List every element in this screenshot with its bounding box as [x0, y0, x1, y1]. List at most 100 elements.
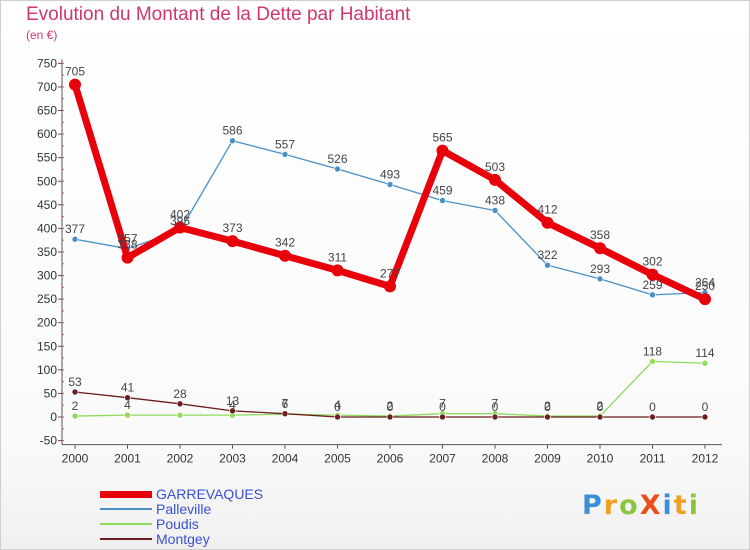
data-label: 250	[695, 279, 715, 293]
data-point	[699, 293, 711, 306]
legend-label: Poudis	[156, 516, 199, 532]
data-label: 438	[485, 193, 505, 207]
x-tick-label: 2004	[272, 452, 299, 466]
data-point	[596, 275, 604, 283]
y-tick-label: 50	[44, 386, 58, 400]
data-label: 4	[124, 398, 131, 412]
data-label: 264	[695, 276, 715, 290]
y-tick-label: 250	[37, 292, 57, 306]
data-point	[541, 216, 554, 229]
x-tick-label: 2005	[324, 452, 351, 466]
data-point	[226, 235, 239, 248]
data-point	[646, 268, 659, 281]
y-tick-label: 550	[37, 151, 57, 165]
data-label: 114	[695, 346, 714, 360]
data-label: 503	[485, 160, 505, 174]
data-point	[491, 413, 499, 421]
x-tick-label: 2001	[114, 452, 141, 466]
data-label: 342	[275, 236, 295, 250]
y-tick-label: 200	[37, 316, 57, 330]
x-tick-label: 2007	[429, 452, 456, 466]
data-label: 402	[170, 207, 190, 221]
data-label: 2	[544, 399, 551, 413]
data-point	[71, 235, 79, 243]
logo-letter: i	[688, 490, 700, 521]
data-label: 0	[387, 400, 394, 414]
data-label: 41	[121, 381, 135, 395]
data-point	[649, 358, 656, 365]
x-tick-label: 2003	[219, 452, 246, 466]
data-point	[544, 261, 551, 269]
data-label: 412	[537, 203, 557, 217]
data-point	[124, 411, 131, 419]
data-point	[174, 221, 186, 234]
y-tick-label: -50	[40, 434, 58, 448]
legend-swatch	[100, 490, 152, 498]
y-tick-label: 100	[37, 363, 57, 377]
y-tick-label: 700	[37, 80, 57, 94]
data-label: 0	[649, 400, 656, 414]
x-tick-label: 2006	[377, 452, 404, 466]
y-tick-label: 750	[37, 56, 57, 70]
y-tick-label: 400	[37, 221, 57, 235]
logo-letter: P	[582, 490, 604, 521]
data-label: 311	[328, 250, 347, 264]
data-label: 377	[65, 222, 85, 236]
data-label: 7	[439, 397, 446, 411]
y-tick-label: 150	[37, 339, 57, 353]
legend-swatch	[100, 523, 152, 525]
data-label: 322	[537, 248, 557, 262]
data-point	[229, 137, 236, 145]
data-point	[649, 291, 656, 299]
series-garrevaques	[69, 78, 711, 306]
chart-title: Evolution du Montant de la Dette par Hab…	[26, 4, 411, 25]
logo-letter: r	[603, 490, 620, 521]
data-label: 526	[327, 152, 347, 166]
data-label: 302	[642, 255, 662, 269]
proxiti-logo: ProXiti	[582, 490, 700, 521]
data-point	[439, 197, 446, 204]
x-tick-label: 2012	[692, 452, 719, 466]
logo-letter: o	[619, 490, 640, 521]
data-label: 338	[117, 238, 137, 252]
data-label: 277	[380, 266, 400, 280]
x-tick-label: 2002	[167, 452, 194, 466]
data-point	[334, 413, 341, 421]
data-point	[69, 78, 81, 91]
x-tick-label: 2009	[534, 452, 561, 466]
legend-swatch	[100, 508, 152, 510]
data-label: 6	[282, 397, 289, 411]
data-point	[701, 359, 709, 367]
data-label: 118	[643, 344, 662, 358]
legend-label: Montgey	[156, 531, 210, 547]
y-tick-label: 650	[37, 104, 57, 118]
data-label: 4	[229, 398, 236, 412]
data-point	[489, 173, 501, 186]
data-label: 586	[222, 124, 242, 138]
data-point	[71, 412, 79, 420]
data-label: 28	[173, 387, 187, 401]
data-point	[121, 251, 134, 264]
data-point	[439, 413, 446, 421]
data-label: 358	[590, 228, 610, 242]
data-label: 2	[387, 399, 394, 413]
data-label: 557	[275, 137, 295, 151]
data-point	[386, 181, 394, 188]
data-point	[334, 165, 341, 173]
y-tick-label: 500	[37, 174, 57, 188]
data-label: 4	[334, 398, 341, 412]
data-point	[491, 207, 499, 214]
data-label: 7	[492, 397, 499, 411]
logo-letter: t	[673, 490, 689, 521]
y-tick-label: 0	[50, 410, 57, 424]
data-point	[544, 413, 551, 421]
data-point	[176, 400, 184, 408]
data-point	[281, 151, 289, 158]
data-label: 0	[334, 400, 341, 414]
legend-swatch	[100, 538, 152, 540]
logo-letter: X	[639, 490, 663, 521]
chart-subtitle: (en €)	[26, 28, 58, 42]
data-label: 259	[642, 278, 662, 292]
